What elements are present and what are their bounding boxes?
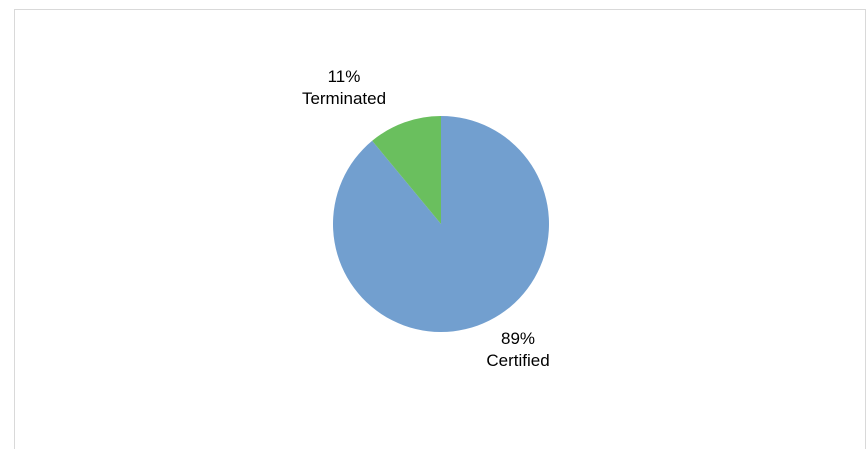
data-label-percent-certified: 89%: [501, 329, 535, 348]
pie-chart: 89% Certified 11% Terminated: [302, 67, 550, 370]
pie-slice-terminated: [372, 116, 441, 224]
data-label-name-certified: Certified: [486, 351, 549, 370]
data-label-name-terminated: Terminated: [302, 89, 386, 108]
data-label-percent-terminated: 11%: [328, 67, 361, 86]
